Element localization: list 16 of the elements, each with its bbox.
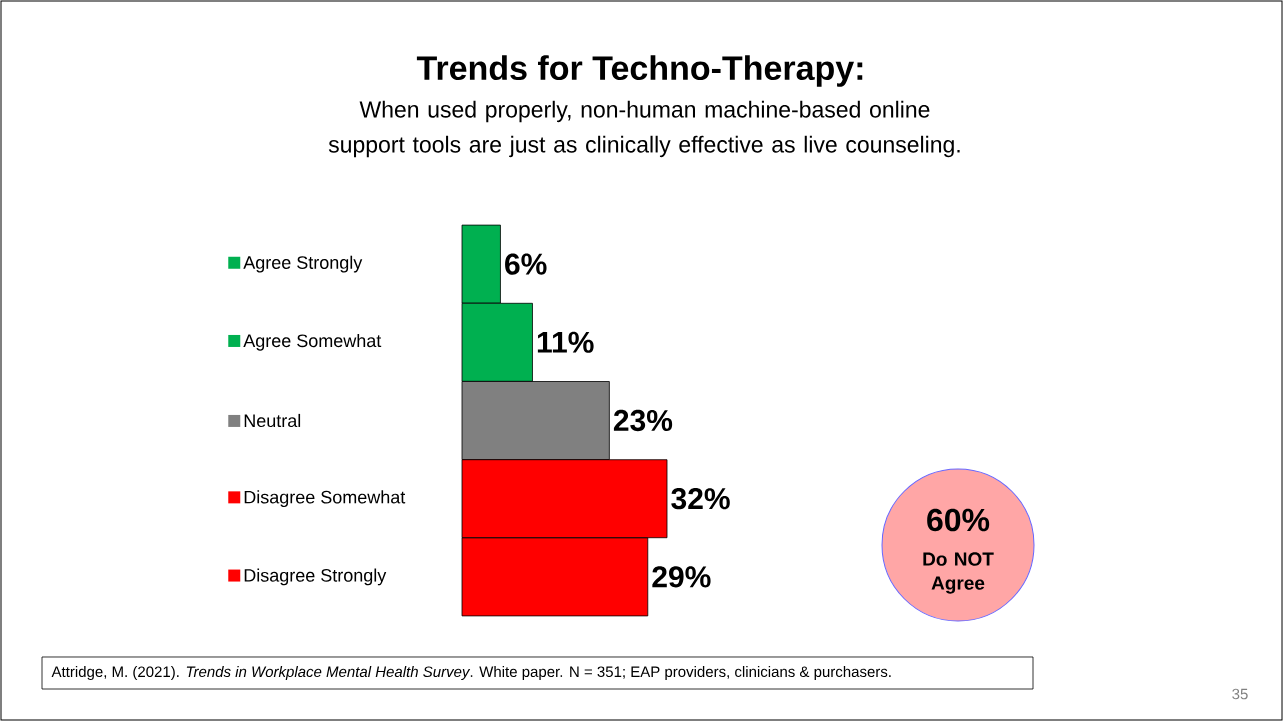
text: Do NOT Agree — [923, 552, 994, 594]
data-label: 6% — [505, 253, 547, 275]
text: 35 — [1232, 688, 1248, 700]
text: 60% — [927, 508, 990, 532]
data-label: 23% — [613, 409, 673, 432]
y-tick-label: Agree Somewhat — [243, 333, 382, 351]
data-label: 32% — [671, 488, 730, 510]
y-tick-label: Disagree Somewhat — [244, 490, 406, 508]
data-label: 29% — [652, 566, 711, 588]
y-tick-label: Neutral — [244, 413, 301, 428]
chart-subtitle: When used properly, non-human machine-based online support tools are just as clinically effective as live counseling. — [328, 100, 960, 158]
y-tick-label: Disagree Strongly — [244, 568, 387, 586]
data-label: 11% — [537, 331, 594, 353]
y-tick-label: Agree Strongly — [243, 255, 363, 273]
chart-title: Trends for Techno-Therapy: — [416, 55, 863, 87]
text: Attridge, M. (2021). Trends in Workplace Mental Health Survey. White paper. N = 351; EAP providers, clinicians & purchasers. — [51, 666, 891, 680]
